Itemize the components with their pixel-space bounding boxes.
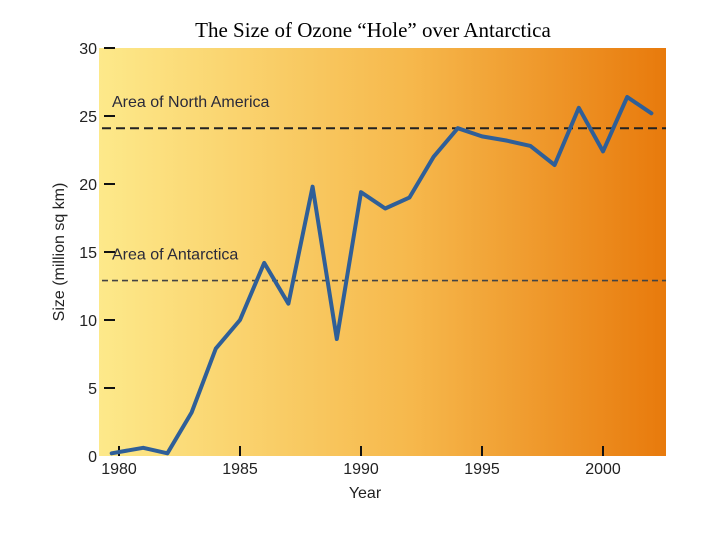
chart-title: The Size of Ozone “Hole” over Antarctica <box>195 18 551 42</box>
series-layer <box>109 95 654 456</box>
axes: 0 5 10 15 20 25 30 1980 1985 1990 1995 2000 <box>79 41 621 478</box>
reference-label-north-america: Area of North America <box>112 94 270 111</box>
reference-label-antarctica: Area of Antarctica <box>112 247 238 264</box>
x-tick-label-1990: 1990 <box>343 461 379 478</box>
x-axis-label: Year <box>349 485 382 502</box>
y-tick-label-20: 20 <box>79 177 97 194</box>
y-tick-label-15: 15 <box>79 245 97 262</box>
y-tick-label-5: 5 <box>88 381 97 398</box>
series-line-0 <box>109 95 654 456</box>
y-tick-label-25: 25 <box>79 109 97 126</box>
x-tick-label-2000: 2000 <box>585 461 621 478</box>
plot-background <box>99 48 666 456</box>
x-tick-label-1980: 1980 <box>101 461 137 478</box>
y-axis-label: Size (million sq km) <box>51 183 68 322</box>
y-tick-label-30: 30 <box>79 41 97 58</box>
y-tick-label-0: 0 <box>88 449 97 466</box>
x-tick-label-1985: 1985 <box>222 461 258 478</box>
x-tick-label-1995: 1995 <box>464 461 500 478</box>
y-tick-label-10: 10 <box>79 313 97 330</box>
